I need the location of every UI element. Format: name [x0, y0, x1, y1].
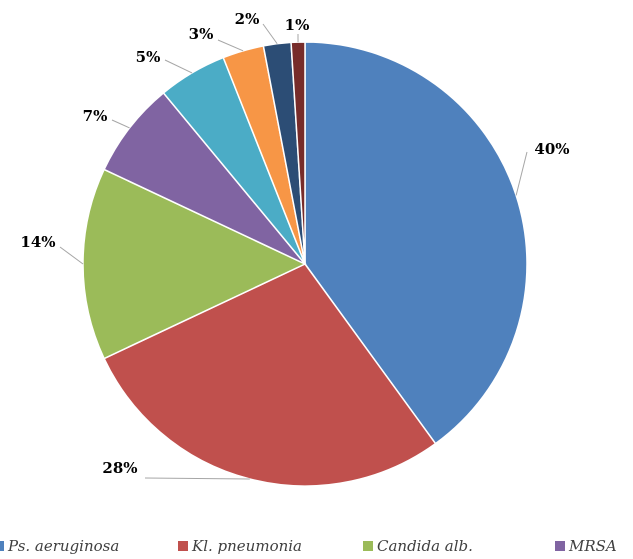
pie-slice [290, 41, 306, 265]
legend-swatch [555, 541, 565, 551]
data-label: 1% [285, 16, 310, 34]
leader-line [262, 23, 278, 45]
data-label: 5% [136, 48, 161, 66]
data-label: 2% [235, 10, 260, 28]
data-label: 28% [102, 459, 137, 477]
data-label: 3% [189, 25, 214, 43]
leader-line [515, 151, 528, 196]
leader-line [217, 39, 244, 52]
data-label: 14% [20, 233, 55, 251]
legend-label: MRSA [568, 537, 617, 555]
legend-swatch [0, 541, 4, 551]
leader-line [164, 59, 193, 74]
legend-swatch [178, 541, 188, 551]
legend-label: Ps. aeruginosa [7, 537, 119, 555]
data-label: 7% [83, 107, 108, 125]
data-label: 40% [534, 140, 569, 158]
leader-line [144, 477, 250, 480]
pie-slice [304, 41, 528, 445]
leader-line [111, 119, 130, 129]
legend-swatch [363, 541, 373, 551]
legend-label: Kl. pneumonia [191, 537, 302, 555]
legend-label: Candida alb. [377, 537, 473, 555]
leader-line [59, 246, 84, 265]
